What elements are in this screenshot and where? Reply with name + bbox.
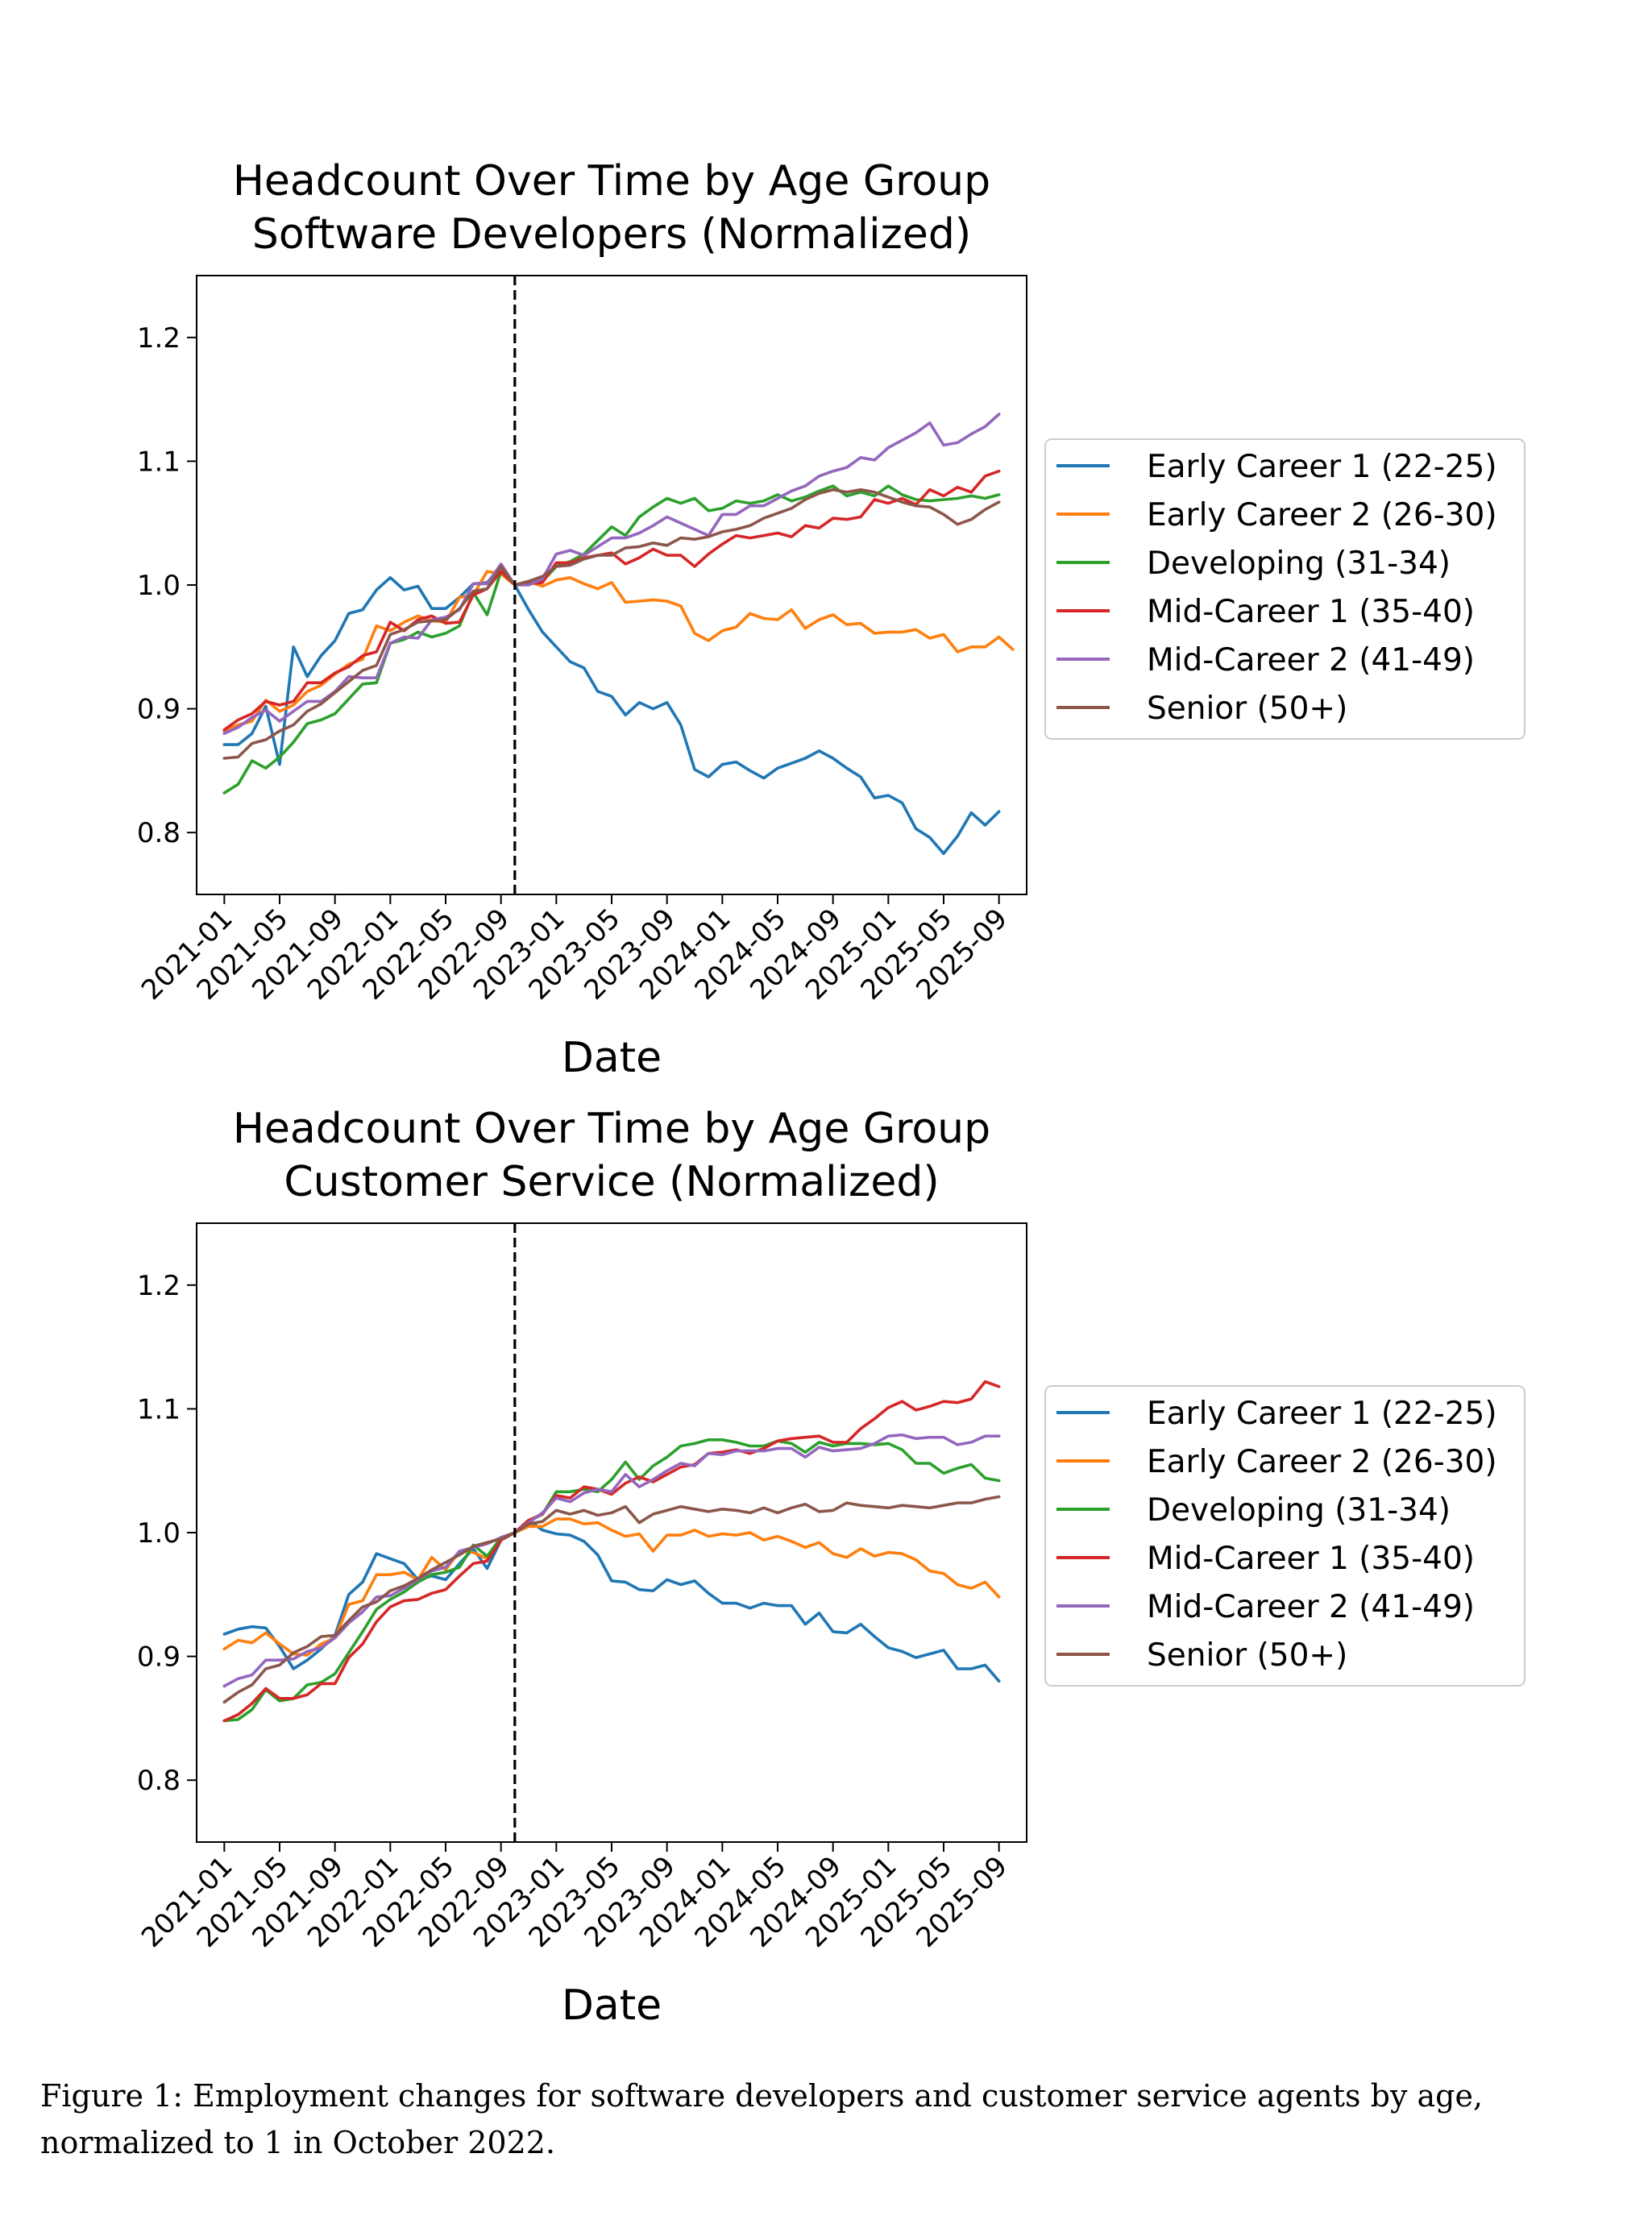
- chart-title-line-2: Customer Service (Normalized): [284, 1158, 939, 1206]
- legend-label-4: Mid-Career 1 (35-40): [1147, 594, 1475, 630]
- series-group: [222, 413, 1015, 856]
- legend-label-2: Early Career 2 (26-30): [1147, 497, 1497, 533]
- chart-panel-1: Headcount Over Time by Age Group Software…: [135, 157, 1525, 1082]
- legend-label-4: Mid-Career 1 (35-40): [1147, 1541, 1475, 1577]
- series-line-4: [222, 1380, 1001, 1723]
- series-line-5: [222, 413, 1001, 736]
- y-tick-label: 0.9: [137, 694, 181, 726]
- series-line-3: [222, 484, 1001, 795]
- plot-frame: [196, 1222, 1027, 1843]
- series-line-2: [222, 1517, 1001, 1657]
- chart-title-line-2: Software Developers (Normalized): [252, 210, 971, 259]
- legend-label-5: Mid-Career 2 (41-49): [1147, 1589, 1475, 1625]
- x-axis-label: Date: [562, 1034, 662, 1082]
- y-tick-label: 1.2: [137, 1270, 181, 1302]
- legend-label-1: Early Career 1 (22-25): [1147, 449, 1497, 485]
- figure-caption: Figure 1: Employment changes for softwar…: [40, 2078, 1484, 2160]
- chart-title-line-1: Headcount Over Time by Age Group: [233, 1105, 990, 1153]
- legend: Early Career 1 (22-25) Early Career 2 (26…: [1044, 438, 1525, 740]
- y-tick-label: 1.0: [137, 570, 181, 602]
- y-tick-label: 1.0: [137, 1517, 181, 1550]
- series-line-4: [222, 469, 1001, 732]
- y-tick-label: 1.1: [137, 1393, 181, 1425]
- legend-frame: [1044, 1385, 1525, 1687]
- series-line-1: [222, 1518, 1001, 1683]
- y-tick-label: 1.2: [137, 322, 181, 355]
- legend-label-3: Developing (31-34): [1147, 546, 1451, 582]
- chart-title-line-1: Headcount Over Time by Age Group: [233, 157, 990, 205]
- y-tick-label: 0.9: [137, 1641, 181, 1674]
- y-tick-label: 1.1: [137, 446, 181, 478]
- y-tick-label: 0.8: [137, 817, 181, 849]
- legend-label-6: Senior (50+): [1147, 691, 1347, 727]
- legend-label-6: Senior (50+): [1147, 1637, 1347, 1674]
- chart-panel-2: Headcount Over Time by Age Group Customer…: [135, 1105, 1525, 2030]
- series-line-1: [222, 565, 1001, 856]
- legend-label-5: Mid-Career 2 (41-49): [1147, 642, 1475, 678]
- y-tick-label: 0.8: [137, 1765, 181, 1797]
- legend: Early Career 1 (22-25) Early Career 2 (26…: [1044, 1385, 1525, 1687]
- series-line-6: [222, 488, 1001, 760]
- legend-label-1: Early Career 1 (22-25): [1147, 1396, 1497, 1432]
- legend-label-2: Early Career 2 (26-30): [1147, 1444, 1497, 1480]
- series-line-5: [222, 1433, 1001, 1688]
- series-group: [222, 1380, 1001, 1723]
- legend-label-3: Developing (31-34): [1147, 1492, 1451, 1529]
- series-line-6: [222, 1495, 1001, 1704]
- legend-frame: [1044, 438, 1525, 740]
- x-axis-label: Date: [562, 1981, 662, 2030]
